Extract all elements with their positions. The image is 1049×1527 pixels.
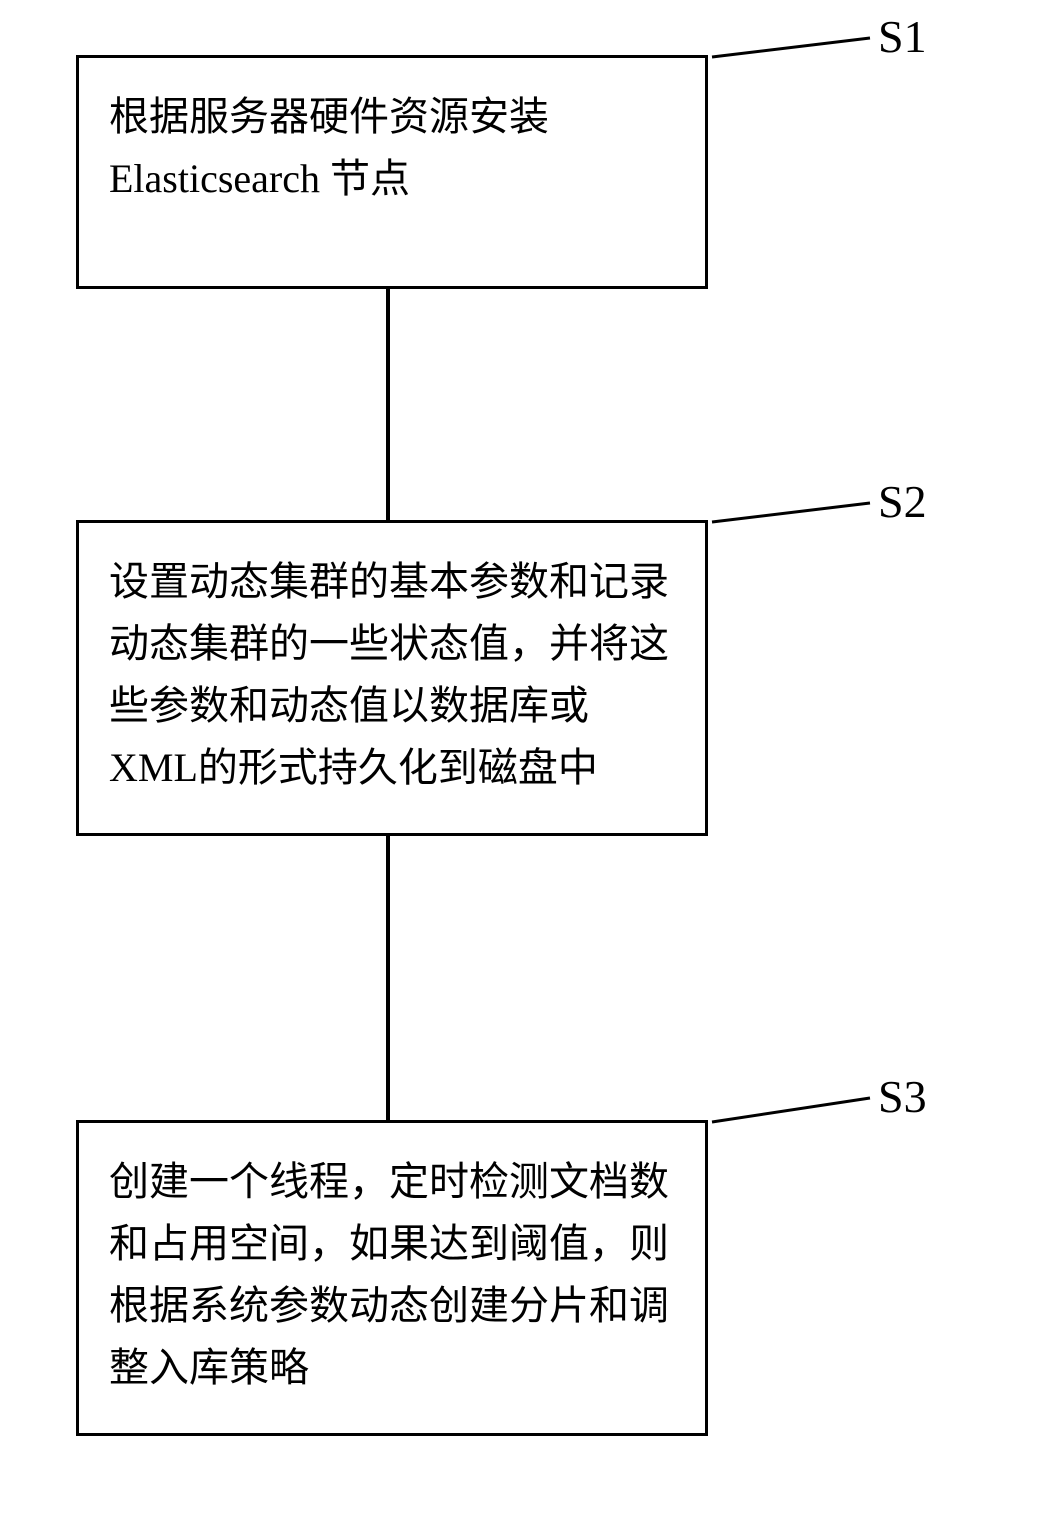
- connector-s1-s2: [386, 289, 390, 520]
- flowchart-step-s1: 根据服务器硬件资源安装 Elasticsearch 节点: [76, 55, 708, 289]
- leader-line-s1: [710, 36, 872, 59]
- flowchart-canvas: 根据服务器硬件资源安装 Elasticsearch 节点 S1 设置动态集群的基…: [0, 0, 1049, 1527]
- flowchart-step-s2: 设置动态集群的基本参数和记录动态集群的一些状态值，并将这些参数和动态值以数据库或…: [76, 520, 708, 836]
- step-label-s3: S3: [878, 1070, 927, 1123]
- step-s1-text: 根据服务器硬件资源安装 Elasticsearch 节点: [109, 86, 675, 210]
- step-s3-text: 创建一个线程，定时检测文档数和占用空间，如果达到阈值，则根据系统参数动态创建分片…: [109, 1151, 675, 1399]
- step-label-s1: S1: [878, 10, 927, 63]
- step-label-s2: S2: [878, 475, 927, 528]
- leader-line-s3: [710, 1096, 872, 1124]
- flowchart-step-s3: 创建一个线程，定时检测文档数和占用空间，如果达到阈值，则根据系统参数动态创建分片…: [76, 1120, 708, 1436]
- leader-line-s2: [710, 501, 872, 524]
- step-s2-text: 设置动态集群的基本参数和记录动态集群的一些状态值，并将这些参数和动态值以数据库或…: [109, 551, 675, 799]
- connector-s2-s3: [386, 836, 390, 1120]
